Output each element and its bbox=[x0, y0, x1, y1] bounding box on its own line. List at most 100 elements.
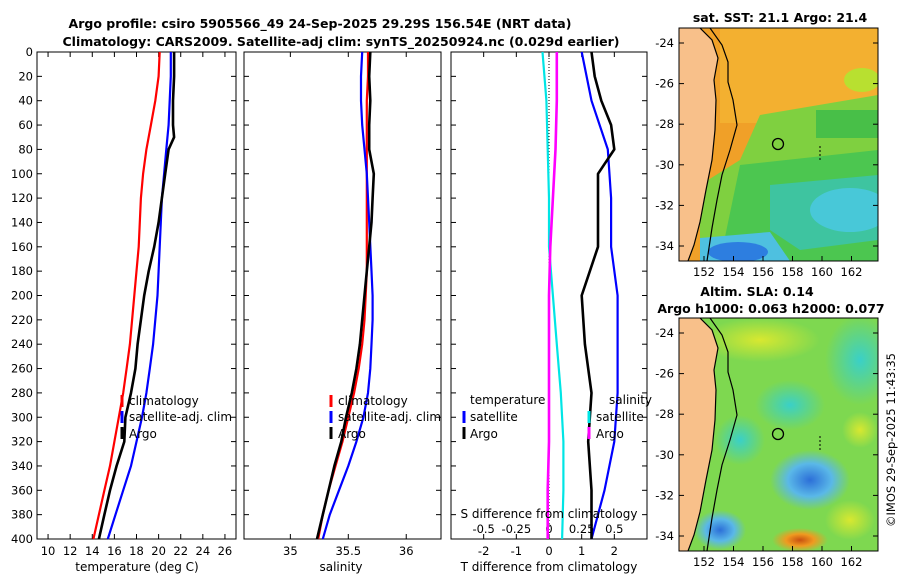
salinity-plot: 35 35.5 36 bbox=[244, 51, 441, 558]
sla-isobath bbox=[706, 318, 738, 551]
series-line-argo bbox=[315, 51, 376, 540]
temperature-axes bbox=[36, 51, 237, 540]
map-y-tick-label: -32 bbox=[655, 198, 674, 212]
legend-label-argo: Argo bbox=[338, 427, 366, 441]
legend-label-argo: Argo bbox=[129, 427, 157, 441]
sst-argo-marker bbox=[771, 137, 785, 151]
series-line-climatology bbox=[92, 51, 161, 540]
map-y-tick-label: -30 bbox=[655, 448, 674, 462]
y-tick-label: 220 bbox=[11, 313, 33, 327]
map-y-tick-label: -34 bbox=[655, 239, 674, 253]
x-tick-label: 1 bbox=[578, 544, 585, 558]
x-tick-label: 20 bbox=[151, 544, 166, 558]
sst-land bbox=[679, 28, 718, 261]
x-tick-label: 18 bbox=[129, 544, 144, 558]
y-tick-label: 380 bbox=[11, 508, 33, 522]
y-tick-label: 40 bbox=[18, 94, 33, 108]
series-line-satellite-adj-clim bbox=[106, 52, 172, 540]
legend-label-climatology: climatology bbox=[129, 394, 199, 408]
map-y-tick-label: -34 bbox=[655, 529, 674, 543]
x-tick-label: 26 bbox=[218, 544, 233, 558]
map-x-tick-label: 160 bbox=[811, 265, 833, 279]
map-y-tick-label: -24 bbox=[655, 36, 674, 50]
y-tick-label: 300 bbox=[11, 410, 33, 424]
temperature-xlabel: temperature (deg C) bbox=[75, 560, 198, 574]
s-diff-tick-label: -0.5 bbox=[472, 522, 494, 536]
legend-label-s-argo: Argo bbox=[596, 427, 624, 441]
legend-label-satellite: satellite-adj. clim bbox=[129, 410, 232, 424]
difference-legend: temperature satellite Argo salinity sate… bbox=[462, 393, 652, 441]
sla-argo-marker bbox=[771, 427, 785, 441]
sst-x-ticks: 152 154 156 158 160 162 bbox=[693, 256, 862, 279]
y-tick-label: 80 bbox=[18, 142, 33, 156]
y-tick-label: 280 bbox=[11, 386, 33, 400]
map-x-tick-label: 158 bbox=[782, 555, 804, 569]
y-tick-label: 160 bbox=[11, 240, 33, 254]
x-tick-label: 10 bbox=[41, 544, 56, 558]
x-tick-label: 22 bbox=[173, 544, 188, 558]
temperature-legend: climatology satellite-adj. clim Argo bbox=[120, 394, 232, 441]
sst-map-field bbox=[679, 28, 878, 261]
y-tick-label: 60 bbox=[18, 118, 33, 132]
x-tick-label: 14 bbox=[85, 544, 100, 558]
map-x-tick-label: 158 bbox=[782, 265, 804, 279]
map-y-tick-label: -30 bbox=[655, 158, 674, 172]
map-x-tick-label: 162 bbox=[841, 555, 863, 569]
legend-label-t-argo: Argo bbox=[470, 427, 498, 441]
y-tick-label: 20 bbox=[18, 69, 33, 83]
sst-map-frame bbox=[678, 27, 879, 262]
sla-map-title-2: Argo h1000: 0.063 h2000: 0.077 bbox=[657, 301, 884, 316]
salinity-xlabel: salinity bbox=[319, 560, 362, 574]
y-tick-label: 200 bbox=[11, 289, 33, 303]
series-line-s-argo bbox=[546, 52, 559, 539]
x-tick-label: 35.5 bbox=[335, 544, 361, 558]
map-x-tick-label: 152 bbox=[693, 265, 715, 279]
salinity-axes bbox=[243, 51, 442, 540]
s-diff-tick-label: 0.25 bbox=[569, 522, 595, 536]
sst-coastline bbox=[687, 28, 719, 261]
series-line-argo bbox=[97, 52, 176, 540]
y-tick-label: 240 bbox=[11, 337, 33, 351]
imos-credit: ©IMOS 29-Sep-2025 11:43:35 bbox=[884, 353, 898, 527]
salinity-legend: climatology satellite-adj. clim Argo bbox=[329, 394, 441, 441]
s-difference-xlabel: S difference from climatology bbox=[461, 507, 638, 521]
y-tick-label: 120 bbox=[11, 191, 33, 205]
sla-land bbox=[679, 318, 718, 551]
x-tick-label: 24 bbox=[196, 544, 211, 558]
sst-y-ticks: -24 -26 -28 -30 -32 -34 bbox=[655, 36, 878, 253]
map-y-tick-label: -28 bbox=[655, 407, 674, 421]
sla-map-field bbox=[679, 318, 878, 551]
s-diff-tick-label: -0.25 bbox=[501, 522, 531, 536]
y-tick-label: 340 bbox=[11, 459, 33, 473]
y-tick-label: 140 bbox=[11, 215, 33, 229]
t-difference-xlabel: T difference from climatology bbox=[460, 560, 638, 574]
x-tick-label: -1 bbox=[511, 544, 522, 558]
map-y-tick-label: -28 bbox=[655, 117, 674, 131]
legend-label-s-satellite: satellite bbox=[596, 410, 644, 424]
y-tick-label: 400 bbox=[11, 532, 33, 546]
map-y-tick-label: -24 bbox=[655, 326, 674, 340]
map-x-tick-label: 152 bbox=[693, 555, 715, 569]
x-tick-label: 36 bbox=[399, 544, 414, 558]
chart-title-line-2: Climatology: CARS2009. Satellite-adj cli… bbox=[62, 34, 619, 50]
map-x-tick-label: 162 bbox=[841, 265, 863, 279]
x-tick-label: 2 bbox=[611, 544, 618, 558]
legend-label-satellite: satellite-adj. clim bbox=[338, 410, 441, 424]
y-tick-label: 260 bbox=[11, 362, 33, 376]
x-tick-label: 12 bbox=[63, 544, 78, 558]
sla-map-title-1: Altim. SLA: 0.14 bbox=[700, 284, 814, 299]
legend-label-t-satellite: satellite bbox=[470, 410, 518, 424]
y-tick-label: 180 bbox=[11, 264, 33, 278]
sst-map-title: sat. SST: 21.1 Argo: 21.4 bbox=[693, 10, 868, 25]
legend-title-salinity: salinity bbox=[609, 393, 652, 407]
y-tick-label: 100 bbox=[11, 167, 33, 181]
x-tick-label: -2 bbox=[478, 544, 489, 558]
map-x-tick-label: 156 bbox=[752, 555, 774, 569]
map-x-tick-label: 156 bbox=[752, 265, 774, 279]
s-diff-tick-label: 0.5 bbox=[605, 522, 623, 536]
series-line-satellite-adj-clim bbox=[321, 51, 374, 540]
sla-y-ticks: -24 -26 -28 -30 -32 -34 bbox=[655, 326, 878, 543]
legend-title-temperature: temperature bbox=[470, 393, 545, 407]
map-y-tick-label: -32 bbox=[655, 488, 674, 502]
